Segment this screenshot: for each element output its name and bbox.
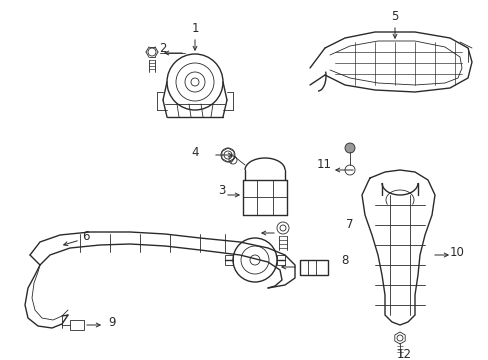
Text: 6: 6	[82, 230, 90, 243]
Text: 8: 8	[341, 255, 348, 267]
Text: 2: 2	[159, 41, 166, 54]
Circle shape	[345, 143, 354, 153]
Text: 11: 11	[316, 158, 331, 171]
Text: 7: 7	[346, 219, 353, 231]
Text: 1: 1	[191, 22, 198, 35]
Text: 4: 4	[191, 147, 198, 159]
Bar	[299, 260, 327, 275]
Text: 12: 12	[396, 348, 411, 360]
Text: 10: 10	[448, 247, 464, 260]
Text: 5: 5	[390, 10, 398, 23]
Bar	[70, 320, 84, 330]
Bar	[224, 255, 232, 265]
Text: 9: 9	[108, 316, 116, 329]
Bar	[276, 255, 285, 265]
Text: 3: 3	[218, 184, 225, 197]
